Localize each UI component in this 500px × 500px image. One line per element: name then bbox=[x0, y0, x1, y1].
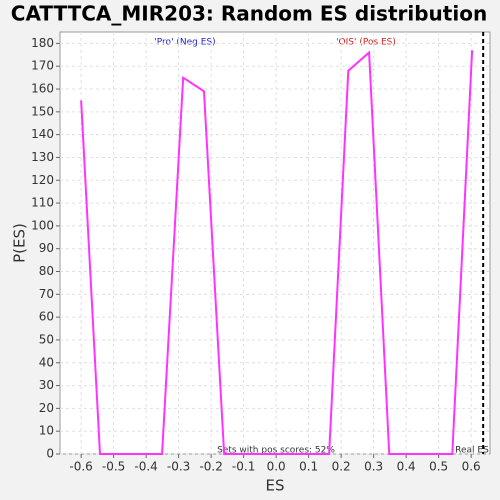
y-tick-label: 90 bbox=[39, 241, 54, 255]
y-tick-label: 60 bbox=[39, 310, 54, 324]
y-tick-label: 80 bbox=[39, 264, 54, 278]
y-tick-label: 0 bbox=[46, 447, 54, 461]
es-line bbox=[80, 50, 474, 455]
x-tick-label: 0.4 bbox=[397, 460, 416, 474]
y-tick-label: 170 bbox=[31, 59, 54, 73]
y-tick-label: 30 bbox=[39, 378, 54, 392]
chart-title: CATTTCA_MIR203: Random ES distribution bbox=[11, 2, 487, 26]
y-axis-label: P(ES) bbox=[11, 223, 29, 263]
y-tick-label: 70 bbox=[39, 287, 54, 301]
x-tick-label: 0.0 bbox=[267, 460, 286, 474]
annotation: 'Pro' (Neg ES) bbox=[154, 38, 215, 48]
plot-area bbox=[59, 31, 491, 455]
y-tick-label: 110 bbox=[31, 196, 54, 210]
x-tick-label: 0.2 bbox=[332, 460, 351, 474]
x-tick-label: -0.5 bbox=[102, 460, 125, 474]
y-tick-label: 100 bbox=[31, 218, 54, 232]
x-tick-label: 0.6 bbox=[462, 460, 481, 474]
y-tick-label: 140 bbox=[31, 127, 54, 141]
y-tick-label: 150 bbox=[31, 104, 54, 118]
y-tick-label: 20 bbox=[39, 401, 54, 415]
annotation: Real ES bbox=[455, 446, 489, 456]
y-tick-label: 130 bbox=[31, 150, 54, 164]
x-tick-label: -0.4 bbox=[134, 460, 157, 474]
x-tick-label: -0.1 bbox=[232, 460, 255, 474]
y-tick-label: 120 bbox=[31, 173, 54, 187]
x-tick-label: -0.2 bbox=[199, 460, 222, 474]
x-tick-label: 0.5 bbox=[429, 460, 448, 474]
annotation: 'OIS' (Pos ES) bbox=[336, 38, 396, 48]
y-tick-label: 40 bbox=[39, 355, 54, 369]
y-tick-label: 10 bbox=[39, 424, 54, 438]
x-tick-label: -0.3 bbox=[167, 460, 190, 474]
y-tick-label: 160 bbox=[31, 82, 54, 96]
x-tick-label: 0.1 bbox=[299, 460, 318, 474]
x-axis-label: ES bbox=[266, 477, 285, 495]
annotation: Sets with pos scores: 52% bbox=[217, 446, 335, 456]
x-tick-label: 0.3 bbox=[364, 460, 383, 474]
y-tick-label: 180 bbox=[31, 36, 54, 50]
y-tick-label: 50 bbox=[39, 332, 54, 346]
x-tick-label: -0.6 bbox=[69, 460, 92, 474]
